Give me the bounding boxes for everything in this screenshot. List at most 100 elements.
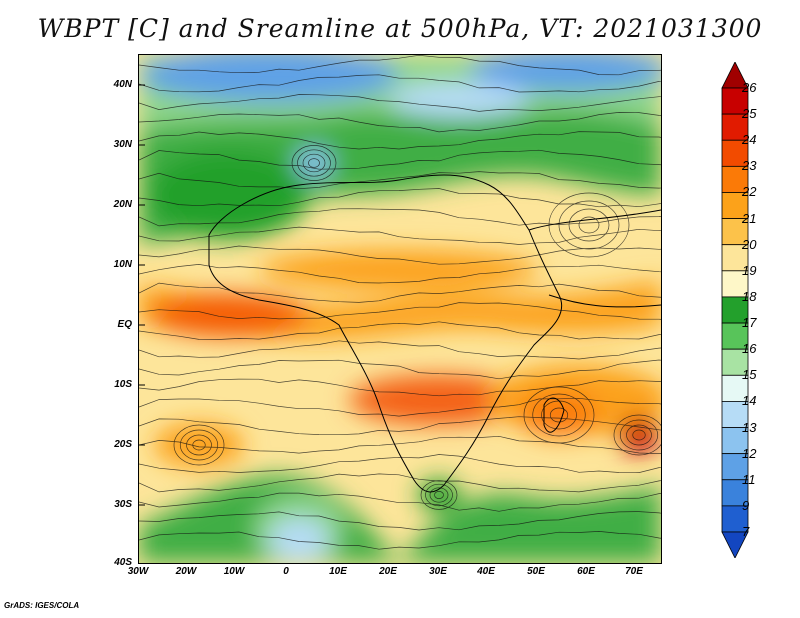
- vortex-streamline: [626, 424, 652, 446]
- credit-text: GrADS: IGES/COLA: [4, 601, 80, 610]
- colorbar-bin: [721, 270, 749, 298]
- streamline: [139, 245, 661, 265]
- streamline: [139, 149, 661, 170]
- streamline: [139, 511, 661, 531]
- streamline: [139, 112, 661, 133]
- colorbar-label: 17: [742, 315, 757, 331]
- map-field: [139, 55, 661, 563]
- colorbar-label: 24: [742, 132, 757, 148]
- colorbar-bin: [721, 322, 749, 350]
- vortex-streamline: [558, 200, 620, 250]
- lon-label: 40E: [477, 566, 495, 577]
- streamline: [139, 74, 661, 93]
- colorbar-label: 25: [742, 106, 757, 122]
- streamline: [139, 397, 661, 417]
- vortex-streamline: [532, 393, 586, 437]
- lon-label: 70E: [625, 566, 643, 577]
- lon-label: 30W: [127, 566, 149, 577]
- streamline: [139, 131, 661, 150]
- lon-label: 20E: [379, 566, 397, 577]
- map-panel: [138, 54, 662, 564]
- vortex-streamline: [578, 216, 600, 234]
- lat-label: 40N: [113, 79, 132, 90]
- lon-label: 10W: [223, 566, 245, 577]
- vortex-streamline: [619, 419, 659, 451]
- streamline: [139, 340, 661, 360]
- vortex-streamline: [192, 439, 206, 451]
- colorbar-bin: [721, 479, 749, 507]
- colorbar-bin: [721, 505, 749, 533]
- map-title: WBPT [C] and Sreamline at 500hPa, VT: 20…: [37, 14, 763, 43]
- streamline: [139, 359, 661, 380]
- vortex-streamline: [420, 480, 458, 510]
- lat-label: EQ: [117, 319, 132, 330]
- colorbar-label: 13: [742, 419, 757, 435]
- vortex-streamline: [425, 483, 453, 507]
- streamline: [139, 531, 661, 550]
- map-ticks: [139, 84, 145, 506]
- streamline: [139, 378, 661, 397]
- vortex-streamline: [434, 491, 444, 499]
- lat-label: 30S: [114, 499, 132, 510]
- streamline: [139, 454, 661, 473]
- colorbar-bin: [721, 165, 749, 193]
- streamline: [139, 55, 661, 76]
- vortex-streamline: [523, 386, 595, 444]
- vortex-streamline: [632, 429, 646, 441]
- streamline: [139, 321, 661, 340]
- colorbar-label: 11: [742, 471, 756, 487]
- vortex-streamline: [291, 145, 337, 181]
- streamline: [139, 473, 661, 493]
- colorbar-label: 16: [742, 341, 757, 357]
- lon-label: 60E: [577, 566, 595, 577]
- vortex-streamline: [302, 153, 326, 173]
- colorbar-bin: [721, 374, 749, 402]
- colorbar-bin: [721, 87, 749, 115]
- colorbar-label: 23: [742, 158, 757, 174]
- lat-label: 10S: [114, 379, 132, 390]
- colorbar-bin: [721, 113, 749, 141]
- colorbar-label: 20: [742, 236, 757, 252]
- colorbar-label: 18: [742, 288, 757, 304]
- colorbar: [721, 62, 749, 558]
- lat-label: 30N: [113, 139, 132, 150]
- streamline: [139, 171, 661, 190]
- streamline: [139, 188, 661, 208]
- lat-label: 20S: [114, 439, 132, 450]
- streamline: [139, 264, 661, 284]
- lon-label: 30E: [429, 566, 447, 577]
- vortex-streamline: [179, 429, 219, 461]
- lon-label: 20W: [175, 566, 197, 577]
- vortex-streamline: [613, 414, 661, 456]
- colorbar-label: 9: [742, 497, 750, 513]
- vortex-streamline: [186, 434, 212, 456]
- colorbar-label: 12: [742, 445, 757, 461]
- lon-label: 10E: [329, 566, 347, 577]
- colorbar-label: 26: [742, 80, 757, 95]
- coastlines: [208, 174, 661, 493]
- lat-label: 10N: [113, 259, 132, 270]
- streamlines: [139, 55, 661, 550]
- vortex-streamline: [549, 407, 569, 423]
- colorbar-bin: [721, 218, 749, 246]
- colorbar-cap-bottom: [721, 531, 749, 558]
- vortex-streamline: [173, 424, 225, 466]
- streamline: [139, 416, 661, 436]
- colorbar-label: 22: [742, 184, 757, 200]
- colorbar-label: 19: [742, 262, 757, 278]
- lat-label: 40S: [114, 557, 132, 568]
- streamline: [139, 492, 661, 512]
- lon-label: 50E: [527, 566, 545, 577]
- wbpt-shading: [139, 55, 661, 563]
- streamline: [139, 226, 661, 245]
- vortex-streamline: [297, 149, 331, 177]
- vortex-streamline: [429, 487, 449, 503]
- colorbar-bin: [721, 453, 749, 481]
- streamline: [139, 208, 661, 227]
- colorbar-bin: [721, 427, 749, 455]
- vortex-streamline: [568, 208, 610, 242]
- lat-label: 20N: [113, 199, 132, 210]
- colorbar-label: 14: [742, 393, 757, 409]
- colorbar-label: 21: [742, 210, 757, 226]
- streamline: [139, 435, 661, 454]
